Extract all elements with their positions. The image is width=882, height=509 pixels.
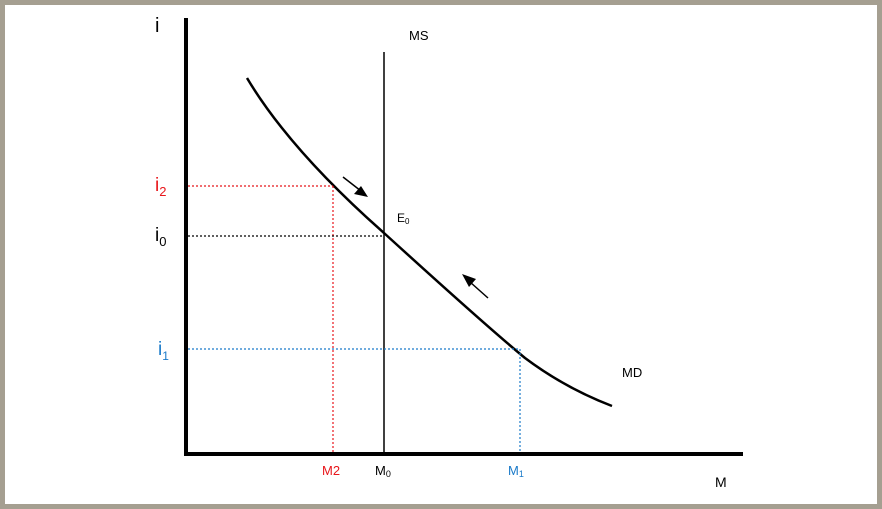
m0-label: M0 [375, 463, 391, 479]
x-axis-label: M [715, 474, 727, 490]
i1-label: i1 [158, 339, 169, 363]
slide-frame: i M MS MD i2 i0 i1 M2 M0 M1 E0 [5, 5, 877, 504]
m2-label: M2 [322, 463, 340, 478]
money-demand-label: MD [622, 365, 642, 380]
arrow-up-toward-equilibrium [462, 274, 489, 299]
money-supply-label: MS [409, 28, 429, 43]
i0-label: i0 [155, 225, 166, 249]
y-axis-label: i [155, 15, 159, 37]
arrow-down-toward-equilibrium [342, 176, 368, 197]
m1-label: M1 [508, 463, 524, 479]
equilibrium-label: E0 [397, 211, 410, 226]
i2-label: i2 [155, 175, 166, 199]
money-demand-curve [245, 77, 613, 408]
